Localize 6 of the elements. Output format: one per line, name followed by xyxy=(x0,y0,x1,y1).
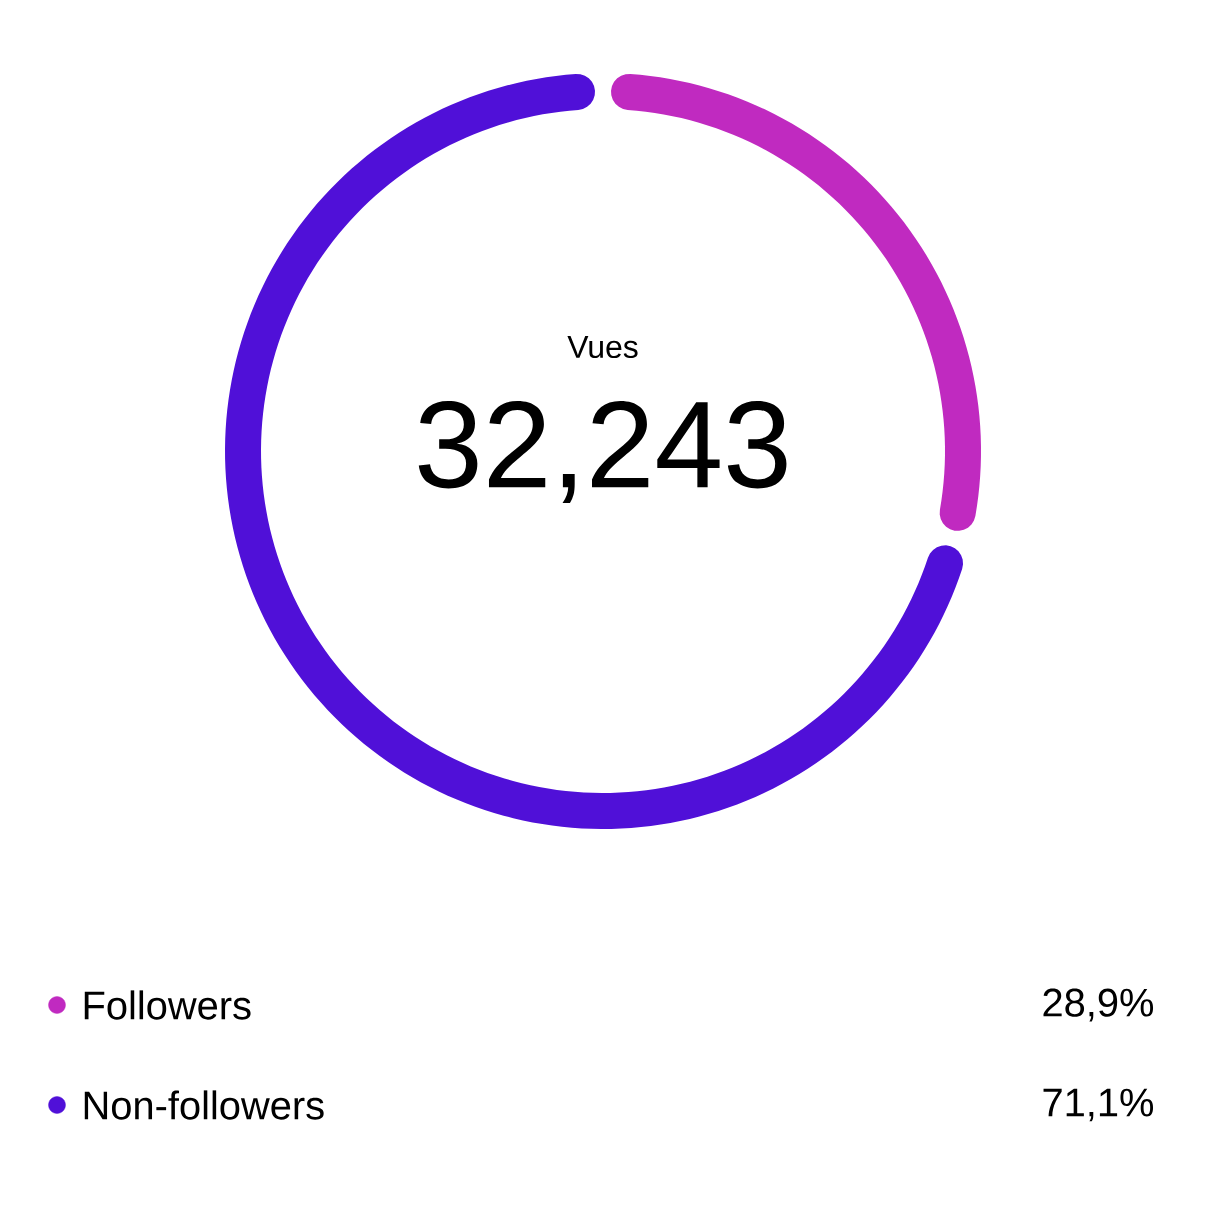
text: 32,243 xyxy=(418,400,787,504)
text: Vues xyxy=(567,335,638,359)
data-label: 71,1% xyxy=(1043,1088,1154,1122)
legend-label: Followers xyxy=(84,990,251,1020)
data-label: 28,9% xyxy=(1043,988,1154,1022)
legend-label: Non-followers xyxy=(84,1090,324,1120)
